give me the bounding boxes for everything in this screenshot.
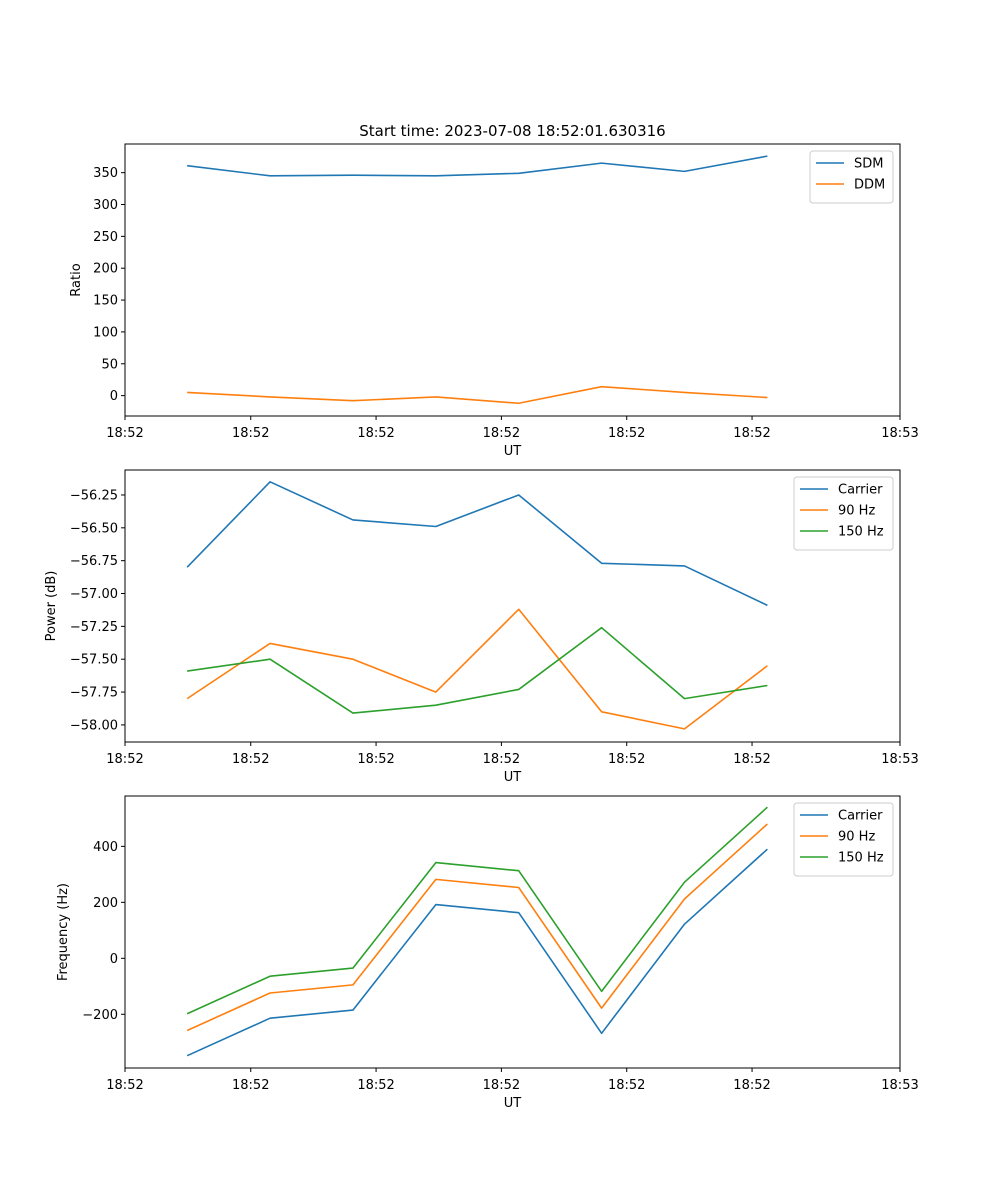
x-tick-label: 18:52 xyxy=(483,426,520,441)
x-tick-label: 18:52 xyxy=(733,426,770,441)
x-tick-label: 18:53 xyxy=(881,1078,918,1093)
y-tick-label: −200 xyxy=(82,1008,118,1023)
y-tick-label: 0 xyxy=(110,389,118,404)
series-line-carrier xyxy=(186,481,768,607)
y-axis-label: Frequency (Hz) xyxy=(56,883,71,981)
x-axis-label: UT xyxy=(504,1096,522,1111)
legend-label: Carrier xyxy=(838,483,883,498)
y-tick-label: 200 xyxy=(93,262,118,277)
y-tick-label: −58.00 xyxy=(70,718,118,733)
y-tick-label: −57.00 xyxy=(70,587,118,602)
x-tick-label: 18:52 xyxy=(106,752,143,767)
axes-frame xyxy=(124,795,901,1069)
x-tick-label: 18:52 xyxy=(483,752,520,767)
legend-label: SDM xyxy=(854,157,883,172)
x-tick-label: 18:52 xyxy=(483,1078,520,1093)
y-tick-label: −56.50 xyxy=(70,521,118,536)
x-tick-label: 18:53 xyxy=(881,752,918,767)
y-tick-label: −57.50 xyxy=(70,653,118,668)
legend-label: Carrier xyxy=(838,809,883,824)
series-line-90-hz xyxy=(186,608,768,730)
legend: Carrier 90 Hz 150 Hz xyxy=(793,802,894,877)
x-tick-label: 18:53 xyxy=(881,426,918,441)
y-tick-label: −57.75 xyxy=(70,686,118,701)
x-tick-label: 18:52 xyxy=(733,1078,770,1093)
series-line-90-hz xyxy=(186,823,768,1032)
legend-label: 150 Hz xyxy=(838,851,884,866)
legend: Carrier 90 Hz 150 Hz xyxy=(793,476,894,551)
y-axis-label: Ratio xyxy=(69,263,84,296)
chart-panel-1: 18:52 18:52 18:52 18:52 18:52 18:52 18:53 0 50 10… xyxy=(69,143,919,459)
x-tick-label: 18:52 xyxy=(357,426,394,441)
legend-label: 90 Hz xyxy=(838,830,875,845)
y-tick-label: 250 xyxy=(93,230,118,245)
y-tick-label: 400 xyxy=(93,840,118,855)
legend-label: 90 Hz xyxy=(838,504,875,519)
x-axis-label: UT xyxy=(504,444,522,459)
y-tick-label: 200 xyxy=(93,896,118,911)
series-line-150-hz xyxy=(187,626,768,714)
y-tick-label: −57.25 xyxy=(70,620,118,635)
legend-label: 150 Hz xyxy=(838,525,884,540)
chart-panel-2: 18:52 18:52 18:52 18:52 18:52 18:52 18:53 −58.0… xyxy=(44,469,919,785)
x-tick-label: 18:52 xyxy=(608,1078,645,1093)
chart-panel-3: 18:52 18:52 18:52 18:52 18:52 18:52 18:53 −200 0… xyxy=(56,795,919,1111)
x-tick-label: 18:52 xyxy=(357,1078,394,1093)
series-line-carrier xyxy=(186,848,768,1057)
series-line-sdm xyxy=(187,155,768,177)
y-tick-label: −56.75 xyxy=(70,554,118,569)
legend-box xyxy=(809,150,894,204)
legend-label: DDM xyxy=(854,178,885,193)
y-axis-label: Power (dB) xyxy=(44,571,59,642)
x-tick-label: 18:52 xyxy=(232,1078,269,1093)
axes-frame xyxy=(124,143,901,417)
series-line-150-hz xyxy=(186,806,768,1015)
y-tick-label: −56.25 xyxy=(70,488,118,503)
y-tick-label: 0 xyxy=(110,952,118,967)
axes-frame xyxy=(124,469,901,743)
y-tick-label: 350 xyxy=(93,166,118,181)
y-tick-label: 100 xyxy=(93,325,118,340)
x-tick-label: 18:52 xyxy=(232,426,269,441)
series-line-ddm xyxy=(187,385,768,405)
figure-title: Start time: 2023-07-08 18:52:01.630316 xyxy=(359,122,665,140)
y-tick-label: 300 xyxy=(93,198,118,213)
x-tick-label: 18:52 xyxy=(357,752,394,767)
x-tick-label: 18:52 xyxy=(106,426,143,441)
x-tick-label: 18:52 xyxy=(232,752,269,767)
x-tick-label: 18:52 xyxy=(608,752,645,767)
x-tick-label: 18:52 xyxy=(733,752,770,767)
x-tick-label: 18:52 xyxy=(106,1078,143,1093)
x-axis-label: UT xyxy=(504,770,522,785)
x-tick-label: 18:52 xyxy=(608,426,645,441)
y-tick-label: 150 xyxy=(93,294,118,309)
legend: SDM DDM xyxy=(809,150,894,204)
y-tick-label: 50 xyxy=(101,357,118,372)
